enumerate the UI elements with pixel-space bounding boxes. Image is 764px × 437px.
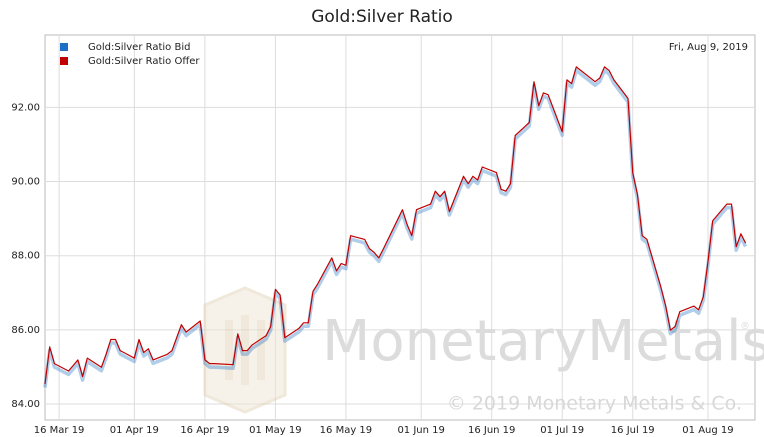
legend-label: Gold:Silver Ratio Bid — [88, 42, 190, 53]
watermark-copyright: © 2019 Monetary Metals & Co. — [447, 393, 742, 415]
x-tick-label: 01 May 19 — [249, 425, 301, 436]
y-tick-label: 90.00 — [11, 177, 40, 188]
y-tick-label: 88.00 — [11, 251, 40, 262]
watermark-text: MonetaryMetals — [322, 309, 764, 374]
chart-title: Gold:Silver Ratio — [311, 7, 453, 27]
legend-swatch — [60, 57, 68, 65]
y-tick-label: 92.00 — [11, 102, 40, 113]
x-tick-label: 16 Apr 19 — [180, 425, 229, 436]
x-tick-label: 16 Jun 19 — [468, 425, 515, 436]
y-tick-label: 86.00 — [11, 325, 40, 336]
legend-swatch — [60, 43, 68, 51]
x-tick-label: 01 Apr 19 — [110, 425, 159, 436]
x-tick-label: 01 Jul 19 — [540, 425, 584, 436]
series-line — [44, 66, 747, 385]
legend-label: Gold:Silver Ratio Offer — [88, 56, 200, 67]
x-tick-label: 16 Jul 19 — [611, 425, 655, 436]
x-tick-label: 16 May 19 — [320, 425, 372, 436]
series-line — [43, 68, 748, 388]
lines — [43, 66, 748, 388]
x-tick-label: 01 Jun 19 — [397, 425, 444, 436]
y-tick-label: 84.00 — [11, 399, 40, 410]
watermark-registered: ® — [740, 321, 750, 332]
x-tick-label: 16 Mar 19 — [34, 425, 85, 436]
legend: Gold:Silver Ratio Bid Gold:Silver Ratio O… — [60, 42, 200, 67]
watermark-logo-bar — [225, 320, 233, 380]
x-tick-label: 01 Aug 19 — [682, 425, 733, 436]
date-label: Fri, Aug 9, 2019 — [669, 42, 748, 53]
watermark-logo-bar — [257, 320, 265, 380]
